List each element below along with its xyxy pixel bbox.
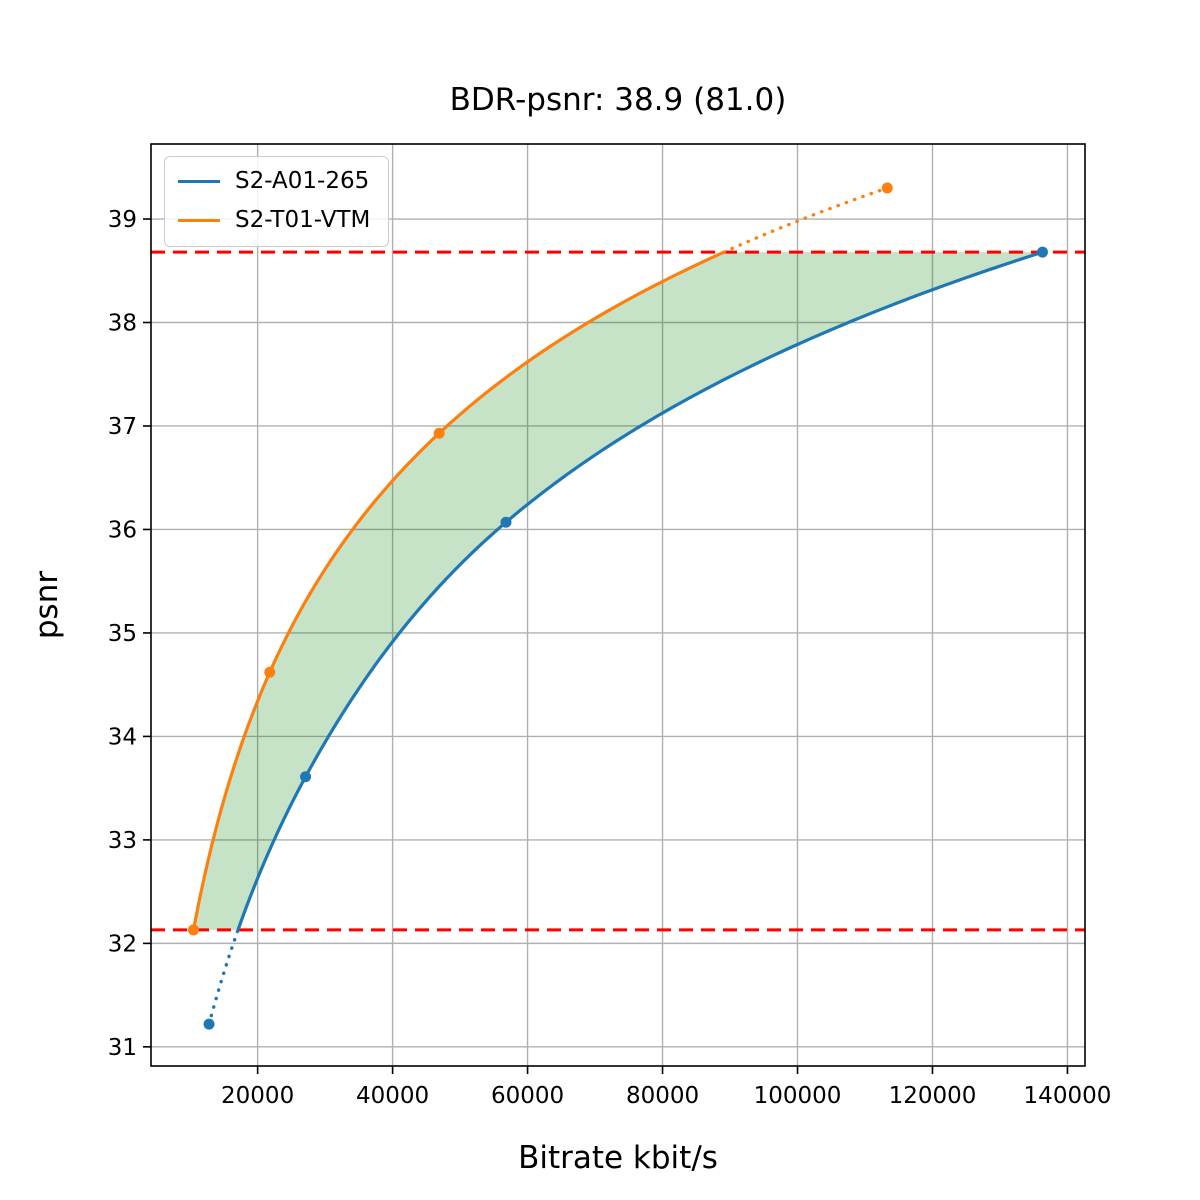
series-line-S2-T01-VTM: [191, 250, 725, 931]
x-tick-label: 140000: [1024, 1083, 1112, 1109]
series-line-S2-A01-265: [236, 250, 1043, 931]
y-tick-label: 38: [108, 311, 137, 337]
legend-entry: S2-A01-265: [178, 168, 370, 194]
y-axis-label: psnr: [29, 571, 65, 639]
plot-border: [150, 143, 1086, 1067]
series-line-S2-T01-VTM-extrapolated: [722, 186, 889, 254]
data-point-S2-A01-265: [1036, 246, 1048, 258]
x-tick-label: 120000: [889, 1083, 977, 1109]
legend-line-swatch: [178, 180, 220, 184]
legend-line-swatch: [178, 219, 220, 223]
y-tick-label: 39: [108, 207, 137, 233]
data-point-S2-T01-VTM: [188, 924, 200, 936]
bd-shaded-region: [193, 252, 1043, 930]
data-point-S2-A01-265: [203, 1018, 215, 1030]
grid-layer: [151, 144, 1085, 1066]
x-tick-label: 60000: [491, 1083, 564, 1109]
y-tick-label: 35: [108, 621, 137, 647]
x-tick-label: 80000: [626, 1083, 699, 1109]
x-axis-label: Bitrate kbit/s: [518, 1140, 718, 1176]
series-lines-layer: [191, 186, 1043, 1026]
series-line-S2-A01-265-extrapolated: [207, 928, 240, 1026]
data-point-S2-T01-VTM: [881, 182, 893, 194]
legend: S2-A01-265 S2-T01-VTM: [164, 156, 390, 247]
x-tick-label: 100000: [754, 1083, 842, 1109]
data-point-S2-T01-VTM: [433, 427, 445, 439]
legend-entry: S2-T01-VTM: [178, 207, 371, 234]
chart-title: BDR-psnr: 38.9 (81.0): [450, 82, 787, 118]
y-tick-label: 34: [108, 724, 137, 750]
bd-shaded-region-layer: [193, 252, 1043, 930]
y-tick-label: 36: [108, 517, 137, 543]
legend-label: S2-A01-265: [235, 168, 370, 194]
axis-ticks-layer: 20000 40000 60000 80000 100000 120000 140000 31…: [108, 207, 1112, 1109]
data-point-S2-A01-265: [300, 771, 312, 783]
x-tick-label: 40000: [356, 1083, 429, 1109]
y-tick-label: 33: [108, 828, 137, 854]
data-point-S2-T01-VTM: [264, 666, 276, 678]
data-points-layer: [188, 182, 1048, 1030]
overlap-boundary-layer: [151, 250, 1085, 932]
y-tick-label: 37: [108, 414, 137, 440]
y-tick-label: 31: [108, 1035, 137, 1061]
legend-label: S2-T01-VTM: [235, 207, 371, 234]
data-point-S2-A01-265: [500, 516, 512, 528]
x-tick-label: 20000: [221, 1083, 294, 1109]
y-tick-label: 32: [108, 931, 137, 957]
